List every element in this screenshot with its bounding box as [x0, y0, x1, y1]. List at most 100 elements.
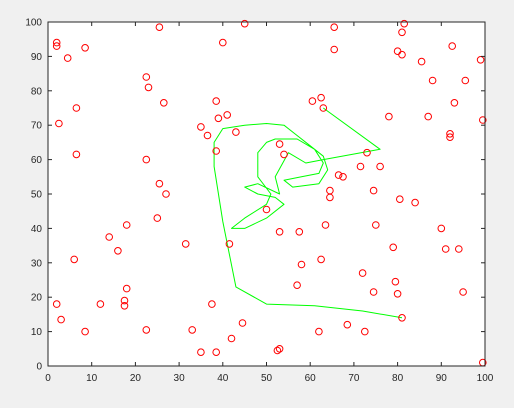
scatter-point — [339, 173, 347, 181]
y-axis: 0 10 20 30 40 50 60 70 80 90 100 — [25, 18, 485, 373]
scatter-point — [122, 221, 131, 229]
trajectory-layer — [213, 107, 403, 319]
scatter-point — [275, 140, 284, 148]
scatter-point — [446, 133, 454, 141]
scatter-point — [57, 315, 65, 324]
scatter-point — [212, 97, 220, 105]
scatter-point — [105, 233, 113, 241]
x-tick-label: 70 — [348, 373, 360, 384]
trajectory-line — [213, 107, 403, 319]
x-tick-label: 30 — [174, 373, 186, 384]
scatter-point — [393, 290, 402, 298]
scatter-point — [197, 123, 205, 131]
scatter-point — [417, 57, 426, 66]
scatter-point — [262, 205, 271, 214]
scatter-point — [120, 296, 129, 305]
y-tick-label: 40 — [31, 224, 43, 235]
plot-area — [48, 22, 485, 366]
scatter-point — [369, 288, 378, 296]
scatter-points-layer — [52, 19, 487, 367]
y-tick-label: 10 — [31, 327, 43, 338]
scatter-point — [72, 150, 81, 159]
scatter-point — [315, 327, 323, 336]
scatter-point — [181, 240, 190, 248]
scatter-point — [114, 247, 122, 255]
scatter-point — [356, 162, 365, 171]
scatter-point — [52, 38, 61, 47]
y-tick-label: 50 — [31, 190, 43, 201]
scatter-point — [162, 190, 170, 198]
scatter-point — [411, 198, 419, 207]
scatter-point — [400, 19, 409, 28]
x-tick-label: 0 — [45, 373, 51, 384]
scatter-point — [326, 186, 334, 195]
scatter-point — [203, 131, 212, 140]
scatter-point — [330, 45, 339, 54]
y-tick-label: 100 — [25, 18, 42, 29]
scatter-point — [212, 348, 220, 357]
scatter-point — [376, 162, 384, 171]
scatter-point — [446, 130, 454, 138]
scatter-point — [450, 99, 459, 107]
scatter-point — [363, 148, 371, 157]
y-tick-label: 70 — [31, 121, 43, 132]
scatter-point — [455, 245, 463, 253]
scatter-point — [369, 186, 378, 195]
scatter-point — [144, 83, 153, 92]
scatter-point — [214, 114, 223, 123]
scatter-point — [321, 221, 330, 229]
scatter-point — [330, 23, 339, 32]
x-tick-label: 50 — [261, 373, 273, 384]
y-tick-label: 90 — [31, 52, 43, 63]
scatter-point — [81, 327, 89, 336]
scatter-point — [459, 288, 467, 296]
scatter-point — [223, 111, 231, 119]
y-tick-label: 80 — [31, 86, 43, 97]
scatter-point — [398, 314, 406, 322]
scatter-point — [212, 147, 220, 155]
scatter-point — [120, 302, 129, 310]
scatter-point — [96, 300, 105, 308]
scatter-point — [72, 104, 81, 112]
scatter-point — [155, 179, 164, 188]
scatter-point — [319, 104, 328, 112]
scatter-point — [358, 269, 367, 277]
scatter-point — [52, 42, 61, 50]
scatter-point — [142, 155, 151, 164]
scatter-point — [385, 112, 393, 121]
scatter-point — [142, 73, 151, 81]
scatter-point — [389, 243, 398, 252]
scatter-point — [188, 326, 196, 334]
scatter-point — [160, 99, 168, 107]
scatter-point — [219, 38, 227, 47]
scatter-point — [293, 281, 301, 290]
scatter-point — [441, 245, 450, 253]
scatter-point — [297, 260, 306, 269]
scatter-point — [275, 228, 284, 236]
scatter-point — [461, 76, 470, 85]
scatter-point — [122, 284, 131, 293]
scatter-point — [225, 240, 234, 248]
scatter-point — [153, 214, 162, 222]
scatter-point — [63, 54, 72, 62]
scatter-point — [396, 195, 404, 203]
scatter-point — [238, 319, 247, 327]
scatter-point — [208, 300, 216, 308]
scatter-point — [448, 42, 457, 50]
scatter-point — [476, 56, 485, 64]
scatter-point — [197, 348, 205, 357]
scatter-point — [343, 320, 352, 329]
scatter-point — [232, 128, 240, 136]
scatter-point — [142, 326, 151, 334]
scatter-point — [52, 300, 61, 308]
scatter-point — [479, 116, 487, 124]
y-tick-label: 0 — [36, 362, 42, 373]
scatter-point — [437, 224, 446, 233]
y-tick-label: 30 — [31, 258, 43, 269]
scatter-point — [81, 44, 89, 52]
scatter-point — [55, 119, 63, 128]
scatter-point — [273, 346, 282, 355]
x-axis: 0 10 20 30 40 50 60 70 80 90 100 — [45, 22, 494, 384]
y-tick-label: 60 — [31, 155, 43, 166]
x-tick-label: 40 — [217, 373, 229, 384]
